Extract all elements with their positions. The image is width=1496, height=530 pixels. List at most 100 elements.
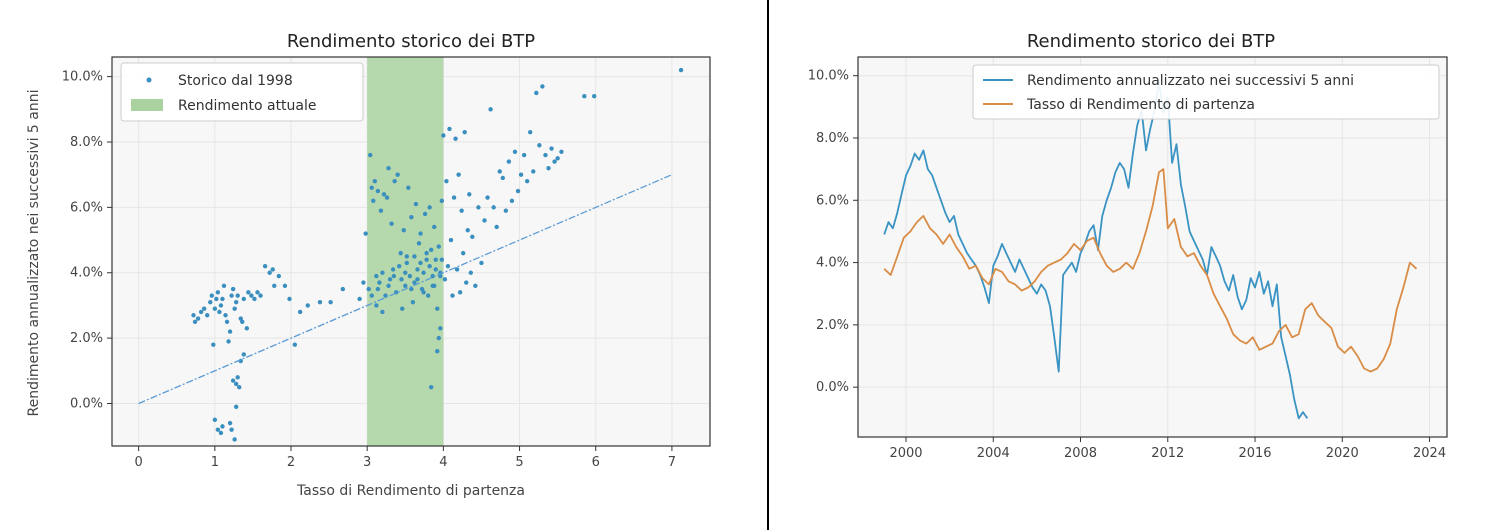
scatter-point-124 — [451, 195, 457, 200]
chart-left-title: Rendimento storico dei BTP — [287, 31, 535, 52]
right-xtick-label-2: 2008 — [1064, 446, 1097, 461]
right-ytick-label-1: 2.0% — [816, 318, 849, 333]
scatter-point-119 — [444, 179, 449, 184]
left-ytick-label-1: 2.0% — [70, 331, 103, 346]
scatter-point-78 — [389, 221, 394, 226]
left-ytick-label-3: 6.0% — [70, 200, 103, 215]
scatter-point-189 — [375, 286, 381, 292]
scatter-point-137 — [473, 283, 478, 289]
scatter-point-101 — [424, 257, 429, 262]
scatter-point-66 — [371, 198, 376, 204]
scatter-point-181 — [421, 290, 426, 295]
legend-marker-points — [146, 77, 152, 83]
scatter-point-127 — [456, 172, 461, 177]
scatter-point-19 — [227, 329, 233, 334]
scatter-point-109 — [436, 244, 442, 249]
scatter-point-164 — [555, 156, 560, 161]
scatter-point-100 — [422, 211, 428, 217]
scatter-point-142 — [488, 107, 493, 112]
scatter-point-125 — [453, 136, 458, 141]
scatter-point-76 — [386, 165, 391, 171]
scatter-point-149 — [509, 198, 515, 204]
scatter-point-6 — [208, 299, 213, 305]
scatter-point-168 — [678, 67, 684, 73]
scatter-point-136 — [470, 234, 475, 239]
scatter-point-133 — [465, 228, 470, 233]
scatter-point-159 — [540, 84, 545, 89]
left-xtick-label-0: 0 — [135, 455, 143, 470]
legend-label-series-1: Tasso di Rendimento di partenza — [1026, 97, 1255, 113]
scatter-point-21 — [230, 286, 236, 292]
scatter-point-54 — [230, 378, 236, 383]
scatter-point-15 — [221, 283, 227, 289]
scatter-point-59 — [241, 352, 246, 357]
scatter-point-95 — [415, 277, 420, 282]
scatter-point-132 — [464, 280, 469, 285]
scatter-point-99 — [421, 270, 426, 275]
legend-label-points: Storico dal 1998 — [178, 73, 293, 89]
scatter-point-188 — [369, 293, 374, 298]
scatter-point-69 — [375, 188, 381, 194]
left-xtick-label-7: 7 — [668, 455, 676, 470]
scatter-point-87 — [403, 283, 408, 289]
left-ytick-label-5: 10.0% — [62, 70, 103, 85]
scatter-point-39 — [282, 283, 288, 289]
scatter-point-121 — [447, 126, 452, 132]
scatter-point-96 — [416, 241, 422, 246]
scatter-point-47 — [215, 427, 221, 432]
scatter-point-56 — [235, 375, 240, 380]
scatter-point-67 — [372, 179, 378, 184]
scatter-point-163 — [552, 159, 557, 164]
scatter-point-42 — [305, 303, 310, 308]
scatter-point-104 — [428, 247, 434, 253]
right-legend-box — [972, 64, 1440, 120]
scatter-point-140 — [482, 218, 487, 223]
scatter-point-7 — [209, 293, 214, 298]
left-plot-area: 0 1 2 3 4 5 6 7 0.0% 2.0% 4.0% 6.0% 8.0% 10.0% Storico… — [62, 56, 711, 470]
scatter-point-12 — [217, 309, 222, 315]
scatter-point-46 — [212, 417, 218, 423]
scatter-point-139 — [479, 260, 484, 266]
scatter-point-156 — [531, 169, 536, 174]
scatter-point-82 — [395, 172, 400, 177]
scatter-point-65 — [369, 185, 374, 190]
scatter-point-48 — [218, 430, 224, 436]
scatter-point-14 — [220, 296, 225, 302]
scatter-point-38 — [276, 273, 282, 279]
scatter-point-20 — [229, 293, 234, 298]
right-ytick-label-3: 6.0% — [816, 193, 849, 208]
scatter-point-187 — [374, 273, 379, 279]
scatter-point-41 — [297, 309, 303, 315]
scatter-point-18 — [226, 339, 231, 344]
scatter-point-183 — [432, 283, 437, 289]
scatter-point-16 — [223, 313, 228, 318]
scatter-point-167 — [592, 94, 597, 99]
scatter-point-89 — [406, 185, 411, 190]
series-line-0 — [883, 81, 1309, 420]
scatter-point-86 — [401, 228, 406, 233]
scatter-point-130 — [460, 250, 466, 256]
scatter-point-144 — [494, 224, 499, 230]
scatter-point-171 — [412, 280, 417, 285]
scatter-point-123 — [450, 293, 455, 298]
scatter-point-153 — [521, 152, 527, 158]
scatter-point-116 — [439, 257, 445, 262]
right-ytick-label-5: 10.0% — [808, 69, 849, 84]
scatter-point-1 — [192, 319, 198, 324]
scatter-point-10 — [214, 296, 219, 302]
scatter-point-49 — [220, 424, 225, 429]
scatter-point-36 — [270, 267, 275, 272]
scatter-point-175 — [433, 257, 438, 262]
scatter-point-185 — [386, 283, 391, 289]
scatter-point-120 — [445, 264, 451, 269]
scatter-point-98 — [419, 286, 425, 292]
right-ytick-label-2: 4.0% — [816, 256, 849, 271]
scatter-point-186 — [380, 270, 385, 275]
left-legend: Storico dal 1998 Rendimento attuale — [120, 62, 364, 122]
scatter-point-11 — [215, 290, 221, 295]
scatter-point-40 — [287, 296, 292, 302]
scatter-point-107 — [433, 267, 438, 272]
scatter-point-63 — [366, 286, 371, 292]
scatter-point-182 — [427, 264, 432, 269]
